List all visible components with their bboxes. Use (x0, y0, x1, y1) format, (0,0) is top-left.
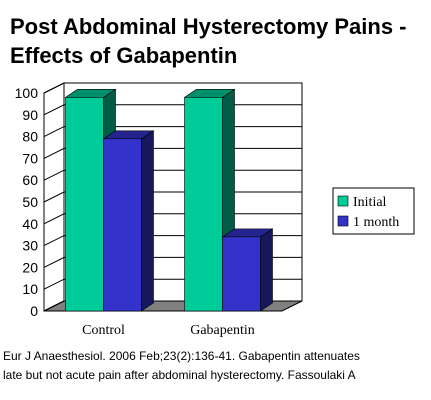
legend-label: Initial (353, 195, 387, 210)
legend-swatch (337, 195, 349, 207)
y-tick-label: 90 (22, 107, 38, 123)
legend-label: 1 month (353, 215, 399, 230)
y-axis-ticks: 0 10 20 30 40 50 60 70 80 90 100 (15, 85, 39, 319)
chart-title: Post Abdominal Hysterectomy Pains - Effe… (10, 12, 425, 70)
bar-0-0 (65, 97, 104, 312)
x-tick-label: Control (82, 323, 125, 338)
legend-swatch (337, 215, 349, 227)
chart-title-line-1: Post Abdominal Hysterectomy Pains - (10, 14, 407, 39)
citation: Eur J Anaesthesiol. 2006 Feb;23(2):136-4… (3, 347, 423, 385)
y-tick-label: 100 (15, 85, 39, 101)
citation-line-2: late but not acute pain after abdominal … (3, 368, 356, 382)
bar-1-0 (103, 138, 142, 312)
y-tick-label: 50 (22, 194, 38, 210)
citation-line-1: Eur J Anaesthesiol. 2006 Feb;23(2):136-4… (3, 349, 360, 363)
y-tick-label: 10 (22, 281, 38, 297)
chart-legend: Initial 1 month (332, 187, 415, 235)
y-tick-label: 60 (22, 172, 38, 188)
y-tick-label: 70 (22, 150, 38, 166)
bar-side (260, 228, 273, 312)
bar-side (141, 130, 154, 312)
x-tick-label: Gabapentin (190, 323, 255, 338)
bar-1-1 (222, 236, 261, 312)
bar-chart: 0 10 20 30 40 50 60 70 80 90 100 Control Gabapentin… (15, 82, 415, 338)
y-tick-label: 20 (22, 259, 38, 275)
legend-box (332, 187, 415, 235)
chart-title-line-2: Effects of Gabapentin (10, 43, 238, 68)
y-tick-label: 40 (22, 216, 38, 232)
bar-0-1 (184, 97, 223, 312)
y-tick-label: 80 (22, 129, 38, 145)
y-tick-label: 0 (30, 303, 38, 319)
chart-bars (64, 88, 274, 312)
y-tick-label: 30 (22, 238, 38, 254)
grid-line (43, 82, 302, 94)
x-axis-labels: Control Gabapentin (82, 323, 255, 338)
